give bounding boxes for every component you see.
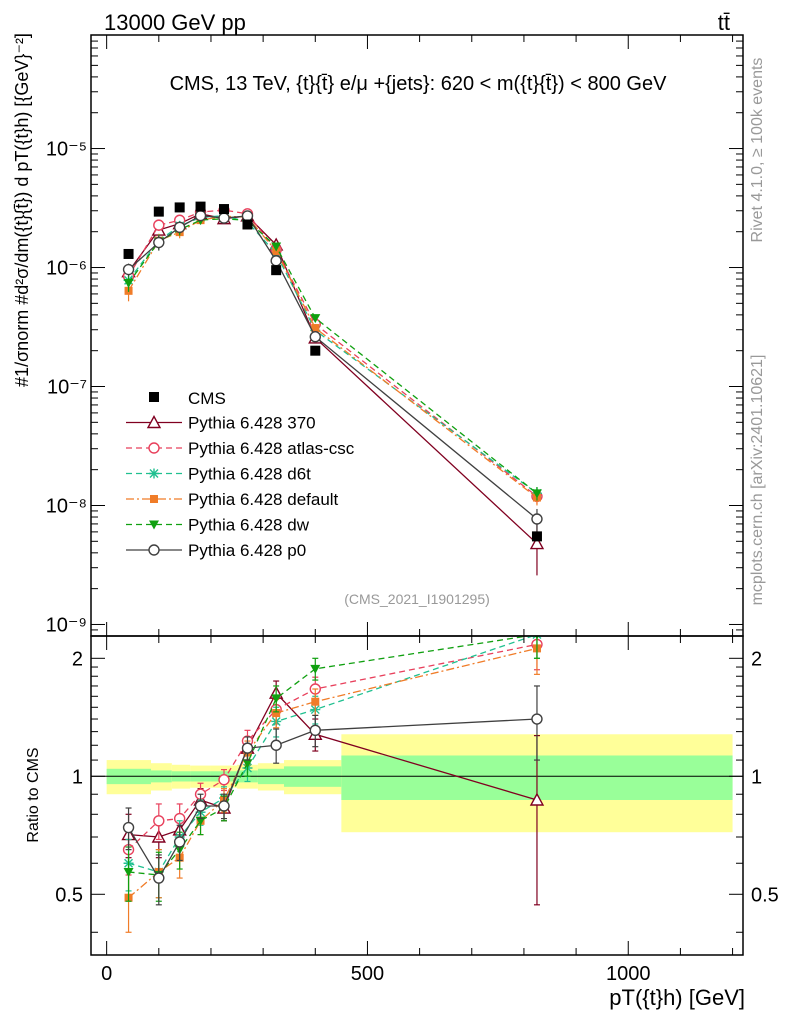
legend-label: Pythia 6.428 default	[188, 490, 339, 509]
ratio-point	[153, 815, 165, 827]
ratio-frame	[90, 635, 744, 956]
ratio-point	[194, 800, 207, 812]
ratio-point	[153, 872, 165, 884]
y-tick-label: 10⁻⁷	[47, 377, 87, 399]
cms-data-point	[123, 248, 134, 259]
cms-data-point	[153, 206, 164, 217]
cms-data-point	[242, 219, 253, 230]
y-tick-label: 10⁻⁵	[46, 139, 87, 161]
data-point	[309, 331, 321, 343]
cms-data-point	[219, 204, 230, 215]
data-point	[270, 255, 282, 267]
chart-watermark: (CMS_2021_I1901295)	[344, 591, 490, 607]
data-point	[310, 314, 321, 324]
legend: CMS Pythia 6.428 370 Pythia 6.428 atlas-cs…	[126, 389, 355, 560]
ratio-tick-label: 0.5	[55, 884, 83, 906]
legend-marker	[148, 442, 160, 454]
legend-label: Pythia 6.428 dw	[188, 516, 310, 535]
main-panel: 10⁻⁹ 10⁻⁸ 10⁻⁷ 10⁻⁶ 10⁻⁵ CMS, 13 TeV, {t}{t̄}…	[46, 34, 744, 637]
x-tick-label: 500	[351, 963, 384, 985]
data-point	[194, 209, 207, 222]
ratio-point	[311, 697, 320, 706]
ratio-point	[272, 709, 281, 718]
legend-marker	[149, 468, 159, 479]
legend-marker	[150, 495, 158, 503]
data-point	[123, 279, 134, 289]
ratio-axis-label: Ratio to CMS	[25, 747, 42, 842]
chart-title: CMS, 13 TeV, {t}{t̄} e/μ +{jets}: 620 < …	[170, 73, 668, 95]
x-tick-label: 1000	[606, 963, 651, 985]
data-point	[153, 219, 165, 231]
ratio-point	[529, 792, 545, 806]
ratio-point	[310, 664, 321, 674]
y-tick-label: 10⁻⁶	[46, 258, 87, 280]
x-tick-label: 0	[101, 963, 112, 985]
header-left: 13000 GeV pp	[104, 10, 246, 35]
side-mcplots: mcplots.cern.ch [arXiv:2401.10621]	[749, 355, 766, 606]
legend-label: Pythia 6.428 atlas-csc	[188, 439, 355, 458]
series-ratio	[122, 685, 543, 906]
data-point	[311, 324, 320, 333]
cms-data-point	[310, 345, 321, 356]
legend-marker	[149, 520, 159, 530]
ratio-point	[531, 713, 543, 725]
legend-label: Pythia 6.428 d6t	[188, 465, 311, 484]
cms-data-point	[531, 531, 542, 542]
legend-marker	[149, 392, 159, 402]
data-point	[529, 536, 545, 550]
series-main	[122, 209, 543, 532]
ratio-panel: 0.5 0.5 1 1 2 2 0 500 1000	[55, 635, 779, 985]
series-main	[121, 206, 545, 576]
ratio-tick-label: 0.5	[751, 884, 779, 906]
legend-label: Pythia 6.428 p0	[188, 541, 306, 560]
cms-data-point	[174, 202, 185, 213]
header-right: tt̄	[718, 10, 730, 35]
ratio-point	[122, 821, 135, 834]
data-point	[173, 221, 186, 234]
legend-marker	[146, 415, 162, 429]
cms-data	[123, 201, 542, 542]
series-line	[127, 209, 538, 497]
ratio-point	[535, 636, 539, 640]
ratio-tick-label: 1	[751, 766, 762, 788]
data-point	[218, 212, 230, 224]
data-point	[271, 242, 282, 252]
ratio-point	[309, 724, 321, 737]
data-point	[531, 489, 542, 499]
ratio-point	[242, 759, 253, 769]
data-point	[153, 236, 165, 249]
y-tick-label: 10⁻⁸	[46, 495, 87, 517]
cms-data-point	[195, 201, 206, 212]
data-point	[241, 210, 254, 222]
ratio-point	[218, 800, 230, 812]
data-point	[531, 513, 543, 525]
ratio-point	[270, 739, 282, 751]
legend-marker	[148, 544, 160, 556]
main-axis-label: #1/σnorm #d²σ/dm({t}{t̄}) d pT({t}h) [{G…	[12, 33, 32, 387]
ratio-point	[123, 867, 134, 877]
legend-label: Pythia 6.428 370	[188, 414, 316, 433]
ratio-tick-label: 2	[72, 648, 83, 670]
ratio-point	[173, 836, 186, 848]
cms-data-point	[271, 265, 282, 276]
series-main	[124, 212, 541, 506]
y-tick-label: 10⁻⁹	[46, 614, 87, 636]
x-axis-label: pT({t}h) [GeV]	[609, 985, 745, 1010]
ratio-point	[218, 774, 230, 786]
side-rivet: Rivet 4.1.0, ≥ 100k events	[749, 58, 766, 243]
legend-label: CMS	[188, 389, 226, 408]
ratio-tick-label: 1	[72, 766, 83, 788]
ratio-point	[241, 742, 254, 754]
ratio-tick-label: 2	[751, 648, 762, 670]
data-point	[122, 263, 135, 276]
ratio-point	[271, 694, 282, 704]
